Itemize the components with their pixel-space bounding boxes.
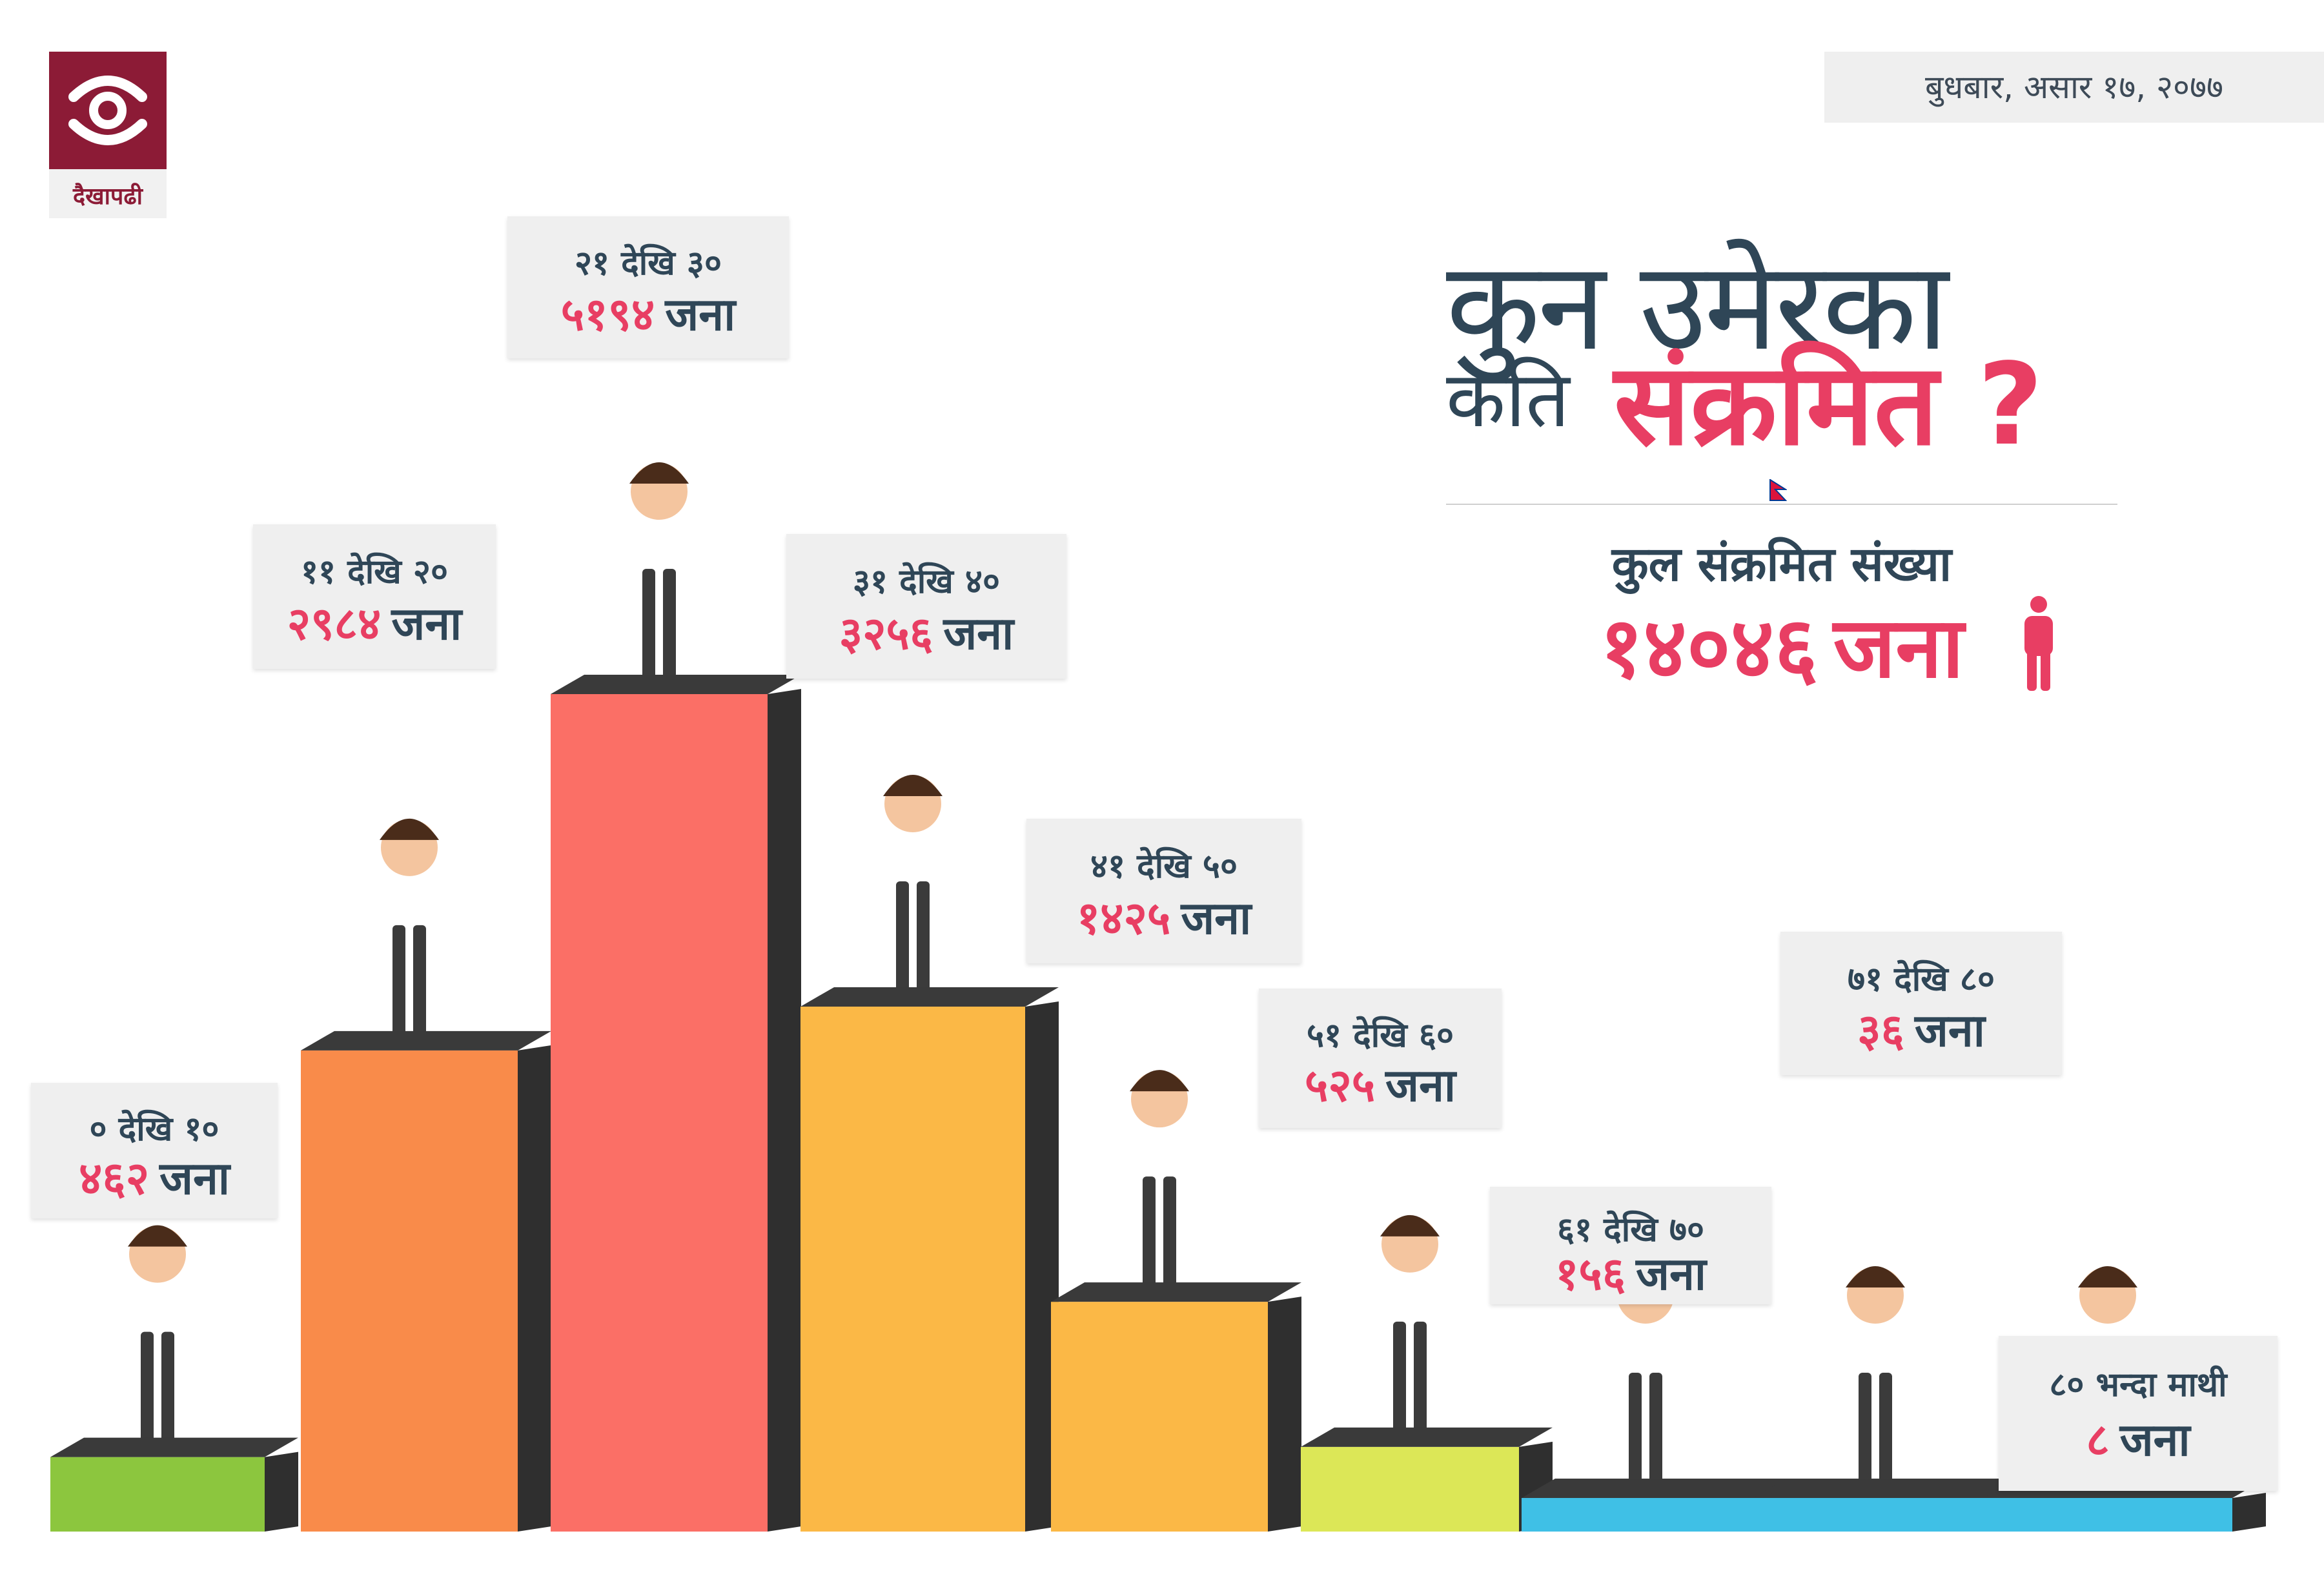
value-unit: जना (1181, 892, 1252, 945)
bar-side-4 (1268, 1297, 1301, 1532)
value-number: १४२५ (1076, 892, 1171, 945)
person-figure-7 (1846, 1266, 1905, 1489)
value-label: ३६ जना (1780, 998, 2062, 1060)
bar-4 (1051, 1302, 1268, 1532)
bar-top-2 (551, 675, 801, 694)
value-label: १४२५ जना (1026, 885, 1301, 947)
bar-0 (50, 1457, 265, 1532)
bar-1 (301, 1050, 518, 1532)
category-label: ४१ देखि ५० (1090, 847, 1238, 886)
value-number: ३६ (1857, 1004, 1904, 1057)
value-number: १५६ (1554, 1247, 1626, 1300)
title-line2a: कति (1446, 355, 1570, 445)
person-figure-3 (883, 774, 943, 998)
bar-top-3 (800, 987, 1059, 1007)
person-figure-1 (380, 818, 439, 1041)
category-label: ६१ देखि ७० (1557, 1211, 1704, 1249)
bar-label-3: ३१ देखि ४० ३२५६ जना (786, 534, 1066, 679)
person-figure-4 (1130, 1070, 1189, 1293)
bar-side-1 (518, 1045, 551, 1532)
value-label: ८ जना (1999, 1407, 2278, 1469)
bar-top-1 (301, 1031, 551, 1051)
total-row: १४०४६ जना (1446, 588, 2117, 702)
category-label: २१ देखि ३० (575, 244, 722, 283)
value-unit: जना (943, 607, 1014, 660)
category-label: ११ देखि २० (301, 553, 448, 591)
category-label: ० देखि १० (89, 1110, 219, 1149)
value-unit: जना (665, 288, 736, 341)
bar-2 (551, 694, 768, 1532)
bar-label-6: ६१ देखि ७० १५६ जना (1490, 1187, 1771, 1304)
nepal-flag-icon (1769, 478, 1788, 504)
bar-label-8: ८० भन्दा माथी ८ जना (1999, 1336, 2278, 1491)
total-value: १४०४६ (1599, 599, 1818, 697)
bar-6 (1522, 1498, 1769, 1532)
bar-top-0 (50, 1437, 298, 1457)
category-label: ५१ देखि ६० (1307, 1016, 1454, 1055)
value-unit: जना (159, 1152, 230, 1205)
value-number: ४६२ (78, 1152, 150, 1205)
bar-side-0 (265, 1451, 298, 1532)
value-unit: जना (391, 597, 462, 650)
bar-label-5: ५१ देखि ६० ५२५ जना (1259, 989, 1502, 1128)
category-label: ३१ देखि ४० (853, 562, 1000, 601)
value-unit: जना (1914, 1004, 1985, 1057)
total-unit: जना (1833, 599, 1964, 697)
bar-label-0: ० देखि १० ४६२ जना (31, 1083, 278, 1218)
brand-logo: दैखापढी (49, 52, 167, 218)
person-figure-5 (1380, 1215, 1440, 1438)
bar-top-4 (1051, 1282, 1301, 1302)
bar-top-7 (1753, 1479, 2032, 1498)
bar-top-6 (1522, 1479, 1803, 1498)
bar-side-2 (768, 689, 801, 1532)
value-number: ५२५ (1304, 1059, 1376, 1112)
value-label: ५२५ जना (1259, 1052, 1502, 1114)
date-text: बुधबार, असार १७, २०७७ (1924, 68, 2224, 106)
value-label: ५१९४ जना (507, 282, 789, 344)
total-label: कुल संक्रमित संख्या (1611, 537, 1952, 592)
value-unit: जना (2119, 1413, 2190, 1466)
value-unit: जना (1385, 1059, 1456, 1112)
title-line1: कुन उमेरका (1446, 235, 1948, 378)
bar-label-1: ११ देखि २० २९८४ जना (253, 524, 496, 669)
value-label: १५६ जना (1490, 1241, 1771, 1303)
logo-mark-icon (49, 52, 167, 169)
brand-name: दैखापढी (73, 183, 143, 210)
value-number: ८ (2086, 1413, 2110, 1466)
value-number: ३२५६ (839, 607, 933, 660)
person-figure-2 (629, 462, 689, 685)
person-icon (2021, 595, 2057, 695)
person-figure-0 (128, 1225, 187, 1448)
bar-7 (1753, 1498, 1998, 1532)
category-label: ८० भन्दा माथी (2049, 1366, 2227, 1404)
value-label: ४६२ जना (31, 1145, 278, 1207)
value-unit: जना (1636, 1247, 1707, 1300)
title-line2b: संक्रमित ? (1614, 340, 2043, 471)
value-number: २९८४ (287, 597, 382, 650)
category-label: ७१ देखि ८० (1848, 960, 1995, 999)
value-label: ३२५६ जना (786, 600, 1066, 662)
bar-5 (1301, 1446, 1519, 1532)
bar-side-8 (2232, 1493, 2266, 1532)
bar-side-3 (1025, 1001, 1059, 1532)
date-box: बुधबार, असार १७, २०७७ (1824, 52, 2324, 123)
bar-label-7: ७१ देखि ८० ३६ जना (1780, 932, 2062, 1075)
value-number: ५१९४ (560, 288, 655, 341)
bar-label-4: ४१ देखि ५० १४२५ जना (1026, 819, 1301, 963)
bar-8 (1983, 1498, 2232, 1532)
title-divider (1446, 504, 2117, 505)
value-label: २९८४ जना (253, 591, 496, 653)
bar-3 (800, 1006, 1025, 1532)
bar-label-2: २१ देखि ३० ५१९४ जना (507, 216, 789, 358)
bar-top-5 (1301, 1427, 1553, 1447)
